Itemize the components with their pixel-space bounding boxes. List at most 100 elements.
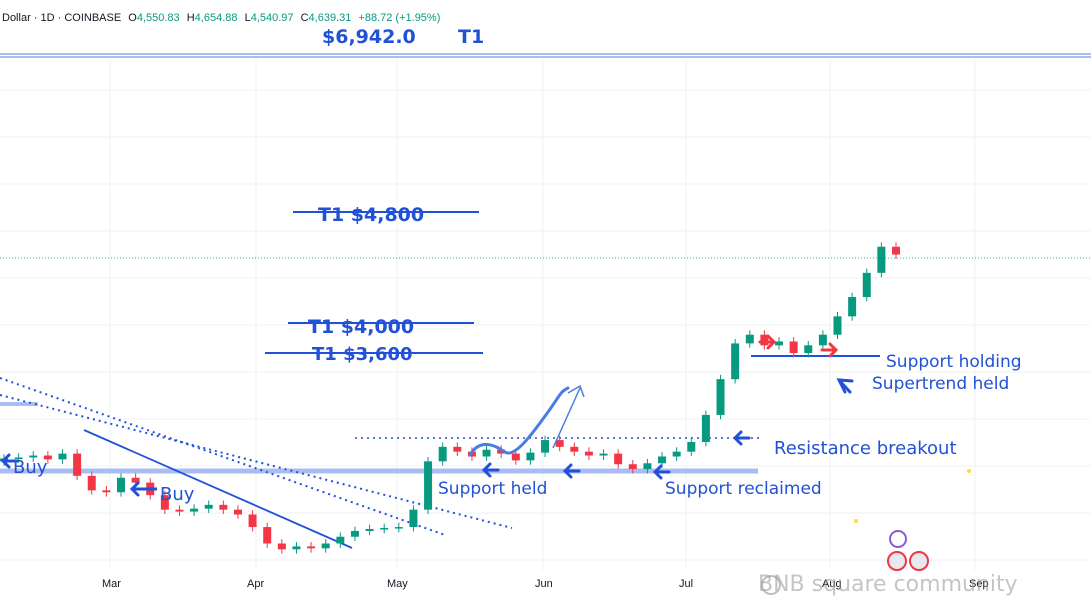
candle-body-50 — [731, 343, 740, 380]
candle-body-20 — [292, 546, 301, 550]
candle-body-21 — [307, 546, 316, 549]
trendline-solid — [83, 429, 353, 549]
buy-label-1: Buy — [13, 457, 48, 478]
x-tick-aug: Aug — [822, 578, 842, 590]
candle-body-43 — [628, 464, 637, 470]
candle-body-54 — [789, 341, 798, 354]
candles — [0, 242, 900, 554]
ohlc-header: Dollar · 1D · COINBASE O4,550.83 H4,654.… — [2, 12, 440, 24]
bnb-logo-icon — [761, 575, 781, 595]
buy-arrow-1 — [0, 453, 19, 469]
candle-body-45 — [658, 456, 667, 464]
candle-body-31 — [453, 446, 462, 452]
candle-body-36 — [526, 452, 535, 461]
candle-body-33 — [482, 449, 491, 457]
candle-body-12 — [175, 509, 184, 512]
candle-body-29 — [424, 461, 433, 510]
supertrend-held-label: Supertrend held — [872, 374, 1010, 394]
candle-body-25 — [365, 529, 374, 531]
support-arrow-jun — [562, 463, 581, 479]
candle-body-58 — [848, 297, 857, 317]
trendline-dotted-2 — [0, 394, 513, 529]
candle-body-61 — [892, 246, 900, 255]
support-reclaimed-label: Support reclaimed — [665, 479, 822, 499]
candle-body-5 — [73, 453, 82, 476]
yellow-dot-2 — [854, 519, 858, 523]
close-value: 4,639.31 — [308, 12, 352, 24]
candle-body-7 — [102, 490, 111, 493]
grid — [0, 60, 1091, 570]
candle-body-41 — [599, 453, 608, 456]
x-tick-jul: Jul — [679, 578, 694, 590]
candle-body-47 — [687, 442, 696, 452]
candle-body-26 — [380, 528, 389, 530]
red-arrow-2 — [820, 342, 839, 358]
x-tick-sep: Sep — [969, 578, 989, 590]
candle-body-27 — [394, 527, 403, 529]
candle-body-40 — [584, 451, 593, 456]
badge-icon — [889, 530, 907, 548]
support-held-arrow — [481, 462, 500, 478]
candle-body-2 — [29, 455, 38, 458]
support-reclaimed-arrow — [652, 464, 671, 480]
low-value: 4,540.97 — [250, 12, 294, 24]
projection-squiggle — [468, 386, 570, 457]
candle-body-15 — [219, 504, 228, 510]
candle-body-34 — [497, 449, 506, 454]
high-value: 4,654.88 — [194, 12, 238, 24]
open-label: O — [128, 12, 137, 24]
t1-3600-label: T1 $3,600 — [312, 344, 413, 365]
candle-body-30 — [438, 446, 447, 462]
x-tick-apr: Apr — [247, 578, 265, 590]
candle-body-44 — [643, 463, 652, 470]
top-target-price: $6,942.0 — [322, 26, 416, 48]
symbol-label: Dollar · 1D · COINBASE — [2, 12, 122, 24]
support-holding-label: Support holding — [886, 352, 1022, 372]
projection-arrow — [552, 384, 585, 449]
candle-body-23 — [336, 536, 345, 544]
candle-body-4 — [58, 453, 67, 460]
candle-body-24 — [350, 530, 359, 537]
candle-body-39 — [570, 446, 579, 452]
candle-body-51 — [745, 334, 754, 344]
red-arrow-1 — [758, 334, 777, 350]
x-tick-jun: Jun — [535, 578, 553, 590]
resistance-breakout-arrow — [732, 430, 751, 446]
candle-body-37 — [541, 440, 550, 453]
watermark: BNB square community — [758, 572, 1018, 597]
candle-body-48 — [701, 414, 710, 442]
candle-body-59 — [862, 272, 871, 297]
candle-body-57 — [833, 316, 842, 335]
candle-body-49 — [716, 379, 725, 415]
x-tick-mar: Mar — [102, 578, 121, 590]
candle-body-56 — [818, 334, 827, 346]
candle-body-9 — [131, 477, 140, 483]
yellow-dot-1 — [967, 469, 971, 473]
change-value: +88.72 (+1.95%) — [358, 12, 441, 24]
t1-4800-label: T1 $4,800 — [318, 204, 425, 226]
open-value: 4,550.83 — [136, 12, 180, 24]
supertrend-arrow — [836, 378, 854, 394]
candle-body-60 — [877, 246, 886, 273]
candle-body-52 — [760, 334, 769, 346]
candle-body-46 — [672, 451, 681, 457]
t1-4000-label: T1 $4,000 — [308, 316, 415, 338]
candle-body-53 — [775, 341, 784, 346]
level-lines — [0, 53, 1091, 549]
trendline-dotted-1 — [0, 377, 446, 536]
close-label: C — [300, 12, 309, 24]
candle-body-38 — [555, 440, 564, 447]
candle-body-42 — [614, 453, 623, 465]
candle-body-14 — [204, 504, 213, 509]
top-target-label: T1 — [458, 26, 485, 48]
candle-body-6 — [87, 475, 96, 491]
drawings — [0, 334, 971, 595]
candle-body-28 — [409, 509, 418, 528]
candle-body-1 — [14, 457, 23, 459]
candle-body-17 — [248, 514, 257, 528]
flag-badge-1 — [887, 551, 907, 571]
candle-body-3 — [43, 455, 52, 460]
candle-body-13 — [190, 508, 199, 512]
candle-body-55 — [804, 345, 813, 354]
